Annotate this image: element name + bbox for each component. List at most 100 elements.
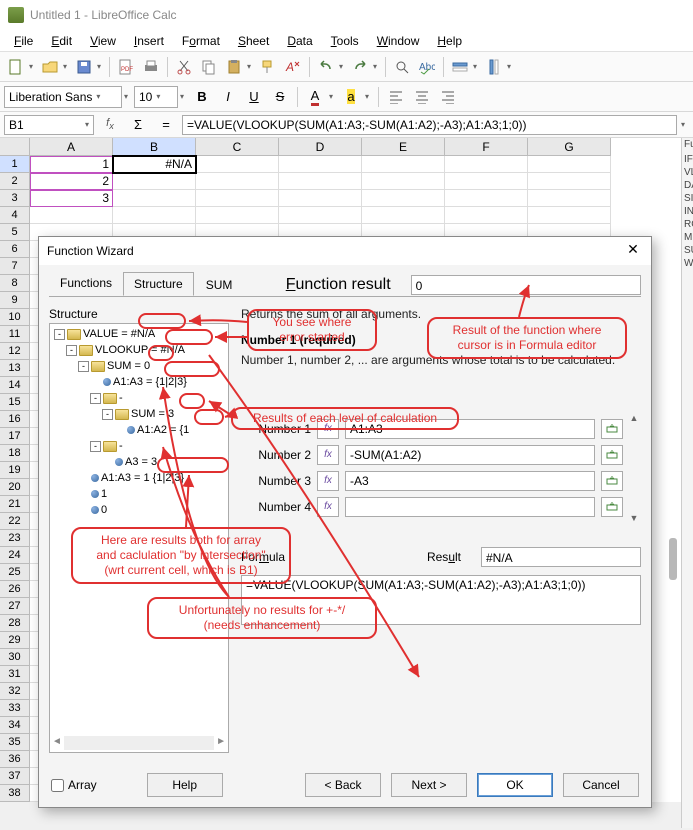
- row-icon[interactable]: [448, 55, 472, 79]
- row-header[interactable]: 34: [0, 717, 30, 734]
- row-header[interactable]: 1: [0, 156, 30, 173]
- row-header[interactable]: 14: [0, 377, 30, 394]
- spellcheck-icon[interactable]: Abc: [415, 55, 439, 79]
- copy-icon[interactable]: [197, 55, 221, 79]
- row-header[interactable]: 12: [0, 343, 30, 360]
- sidebar-scroll-thumb[interactable]: [669, 538, 677, 580]
- tree-node[interactable]: --: [52, 438, 226, 454]
- fx-icon[interactable]: fx: [317, 419, 339, 439]
- cell-E4[interactable]: [362, 207, 445, 224]
- cell-G4[interactable]: [528, 207, 611, 224]
- row-header[interactable]: 26: [0, 581, 30, 598]
- cell-B4[interactable]: [113, 207, 196, 224]
- back-button[interactable]: < Back: [305, 773, 381, 797]
- row-header[interactable]: 4: [0, 207, 30, 224]
- font-size-combo[interactable]: 10▾: [134, 86, 178, 108]
- row-header[interactable]: 2: [0, 173, 30, 190]
- row-header[interactable]: 23: [0, 530, 30, 547]
- tree-node[interactable]: A1:A2 = {1: [52, 422, 226, 438]
- cut-icon[interactable]: [172, 55, 196, 79]
- row-header[interactable]: 8: [0, 275, 30, 292]
- print-icon[interactable]: [139, 55, 163, 79]
- col-header-G[interactable]: G: [528, 138, 611, 156]
- row-header[interactable]: 36: [0, 751, 30, 768]
- col-header-D[interactable]: D: [279, 138, 362, 156]
- cell-D1[interactable]: [279, 156, 362, 173]
- row-header[interactable]: 29: [0, 632, 30, 649]
- bold-icon[interactable]: B: [190, 85, 214, 109]
- row-header[interactable]: 6: [0, 241, 30, 258]
- ok-button[interactable]: OK: [477, 773, 553, 797]
- row-dropdown[interactable]: ▾: [473, 62, 481, 71]
- menu-insert[interactable]: Insert: [126, 32, 172, 50]
- menu-tools[interactable]: Tools: [323, 32, 367, 50]
- export-pdf-icon[interactable]: PDF: [114, 55, 138, 79]
- tab-functions[interactable]: Functions: [49, 271, 123, 295]
- arg-input[interactable]: [345, 471, 595, 491]
- cell-D2[interactable]: [279, 173, 362, 190]
- fx-icon[interactable]: fx: [317, 471, 339, 491]
- cell-D4[interactable]: [279, 207, 362, 224]
- row-header[interactable]: 24: [0, 547, 30, 564]
- paste-dropdown[interactable]: ▾: [247, 62, 255, 71]
- cell-E3[interactable]: [362, 190, 445, 207]
- cell-F2[interactable]: [445, 173, 528, 190]
- cell-F4[interactable]: [445, 207, 528, 224]
- row-header[interactable]: 31: [0, 666, 30, 683]
- row-header[interactable]: 10: [0, 309, 30, 326]
- cell-A4[interactable]: [30, 207, 113, 224]
- save-icon[interactable]: [72, 55, 96, 79]
- row-header[interactable]: 9: [0, 292, 30, 309]
- redo-dropdown[interactable]: ▾: [373, 62, 381, 71]
- tree-node[interactable]: -VALUE = #N/A: [52, 326, 226, 342]
- row-header[interactable]: 28: [0, 615, 30, 632]
- clear-format-icon[interactable]: A: [281, 55, 305, 79]
- cell-G2[interactable]: [528, 173, 611, 190]
- shrink-icon[interactable]: [601, 419, 623, 439]
- tree-node[interactable]: -SUM = 0: [52, 358, 226, 374]
- row-header[interactable]: 3: [0, 190, 30, 207]
- col-header-C[interactable]: C: [196, 138, 279, 156]
- col-icon[interactable]: [482, 55, 506, 79]
- help-button[interactable]: Help: [147, 773, 223, 797]
- row-header[interactable]: 17: [0, 428, 30, 445]
- tree-node[interactable]: --: [52, 390, 226, 406]
- find-icon[interactable]: [390, 55, 414, 79]
- sum-icon[interactable]: Σ: [126, 113, 150, 137]
- cell-G1[interactable]: [528, 156, 611, 173]
- tree-node[interactable]: A3 = 3: [52, 454, 226, 470]
- tree-node[interactable]: A1:A3 = {1|2|3}: [52, 374, 226, 390]
- row-header[interactable]: 11: [0, 326, 30, 343]
- arg-input[interactable]: [345, 497, 595, 517]
- font-color-dropdown[interactable]: ▾: [329, 92, 337, 101]
- tree-node[interactable]: A1:A3 = 1 {1|2|3}: [52, 470, 226, 486]
- shrink-icon[interactable]: [601, 497, 623, 517]
- font-name-combo[interactable]: Liberation Sans▾: [4, 86, 122, 108]
- row-header[interactable]: 19: [0, 462, 30, 479]
- tree-node[interactable]: 0: [52, 502, 226, 518]
- fx-icon[interactable]: fx: [317, 497, 339, 517]
- redo-icon[interactable]: [348, 55, 372, 79]
- formula-textarea[interactable]: [241, 575, 641, 625]
- tree-node[interactable]: 1: [52, 486, 226, 502]
- save-dropdown[interactable]: ▾: [97, 62, 105, 71]
- formula-input[interactable]: =VALUE(VLOOKUP(SUM(A1:A3;-SUM(A1:A2);-A3…: [182, 115, 677, 135]
- cell-D3[interactable]: [279, 190, 362, 207]
- cell-B3[interactable]: [113, 190, 196, 207]
- menu-view[interactable]: View: [82, 32, 124, 50]
- font-color-icon[interactable]: A: [303, 85, 327, 109]
- align-right-icon[interactable]: [436, 85, 460, 109]
- col-header-A[interactable]: A: [30, 138, 113, 156]
- align-center-icon[interactable]: [410, 85, 434, 109]
- undo-icon[interactable]: [314, 55, 338, 79]
- row-header[interactable]: 7: [0, 258, 30, 275]
- dialog-titlebar[interactable]: Function Wizard ✕: [39, 237, 651, 265]
- align-left-icon[interactable]: [384, 85, 408, 109]
- strike-icon[interactable]: S: [268, 85, 292, 109]
- cell-A1[interactable]: 1: [30, 156, 113, 173]
- menu-data[interactable]: Data: [279, 32, 320, 50]
- formula-equals-icon[interactable]: =: [154, 113, 178, 137]
- tab-structure[interactable]: Structure: [123, 272, 194, 296]
- cell-F1[interactable]: [445, 156, 528, 173]
- highlight-dropdown[interactable]: ▾: [365, 92, 373, 101]
